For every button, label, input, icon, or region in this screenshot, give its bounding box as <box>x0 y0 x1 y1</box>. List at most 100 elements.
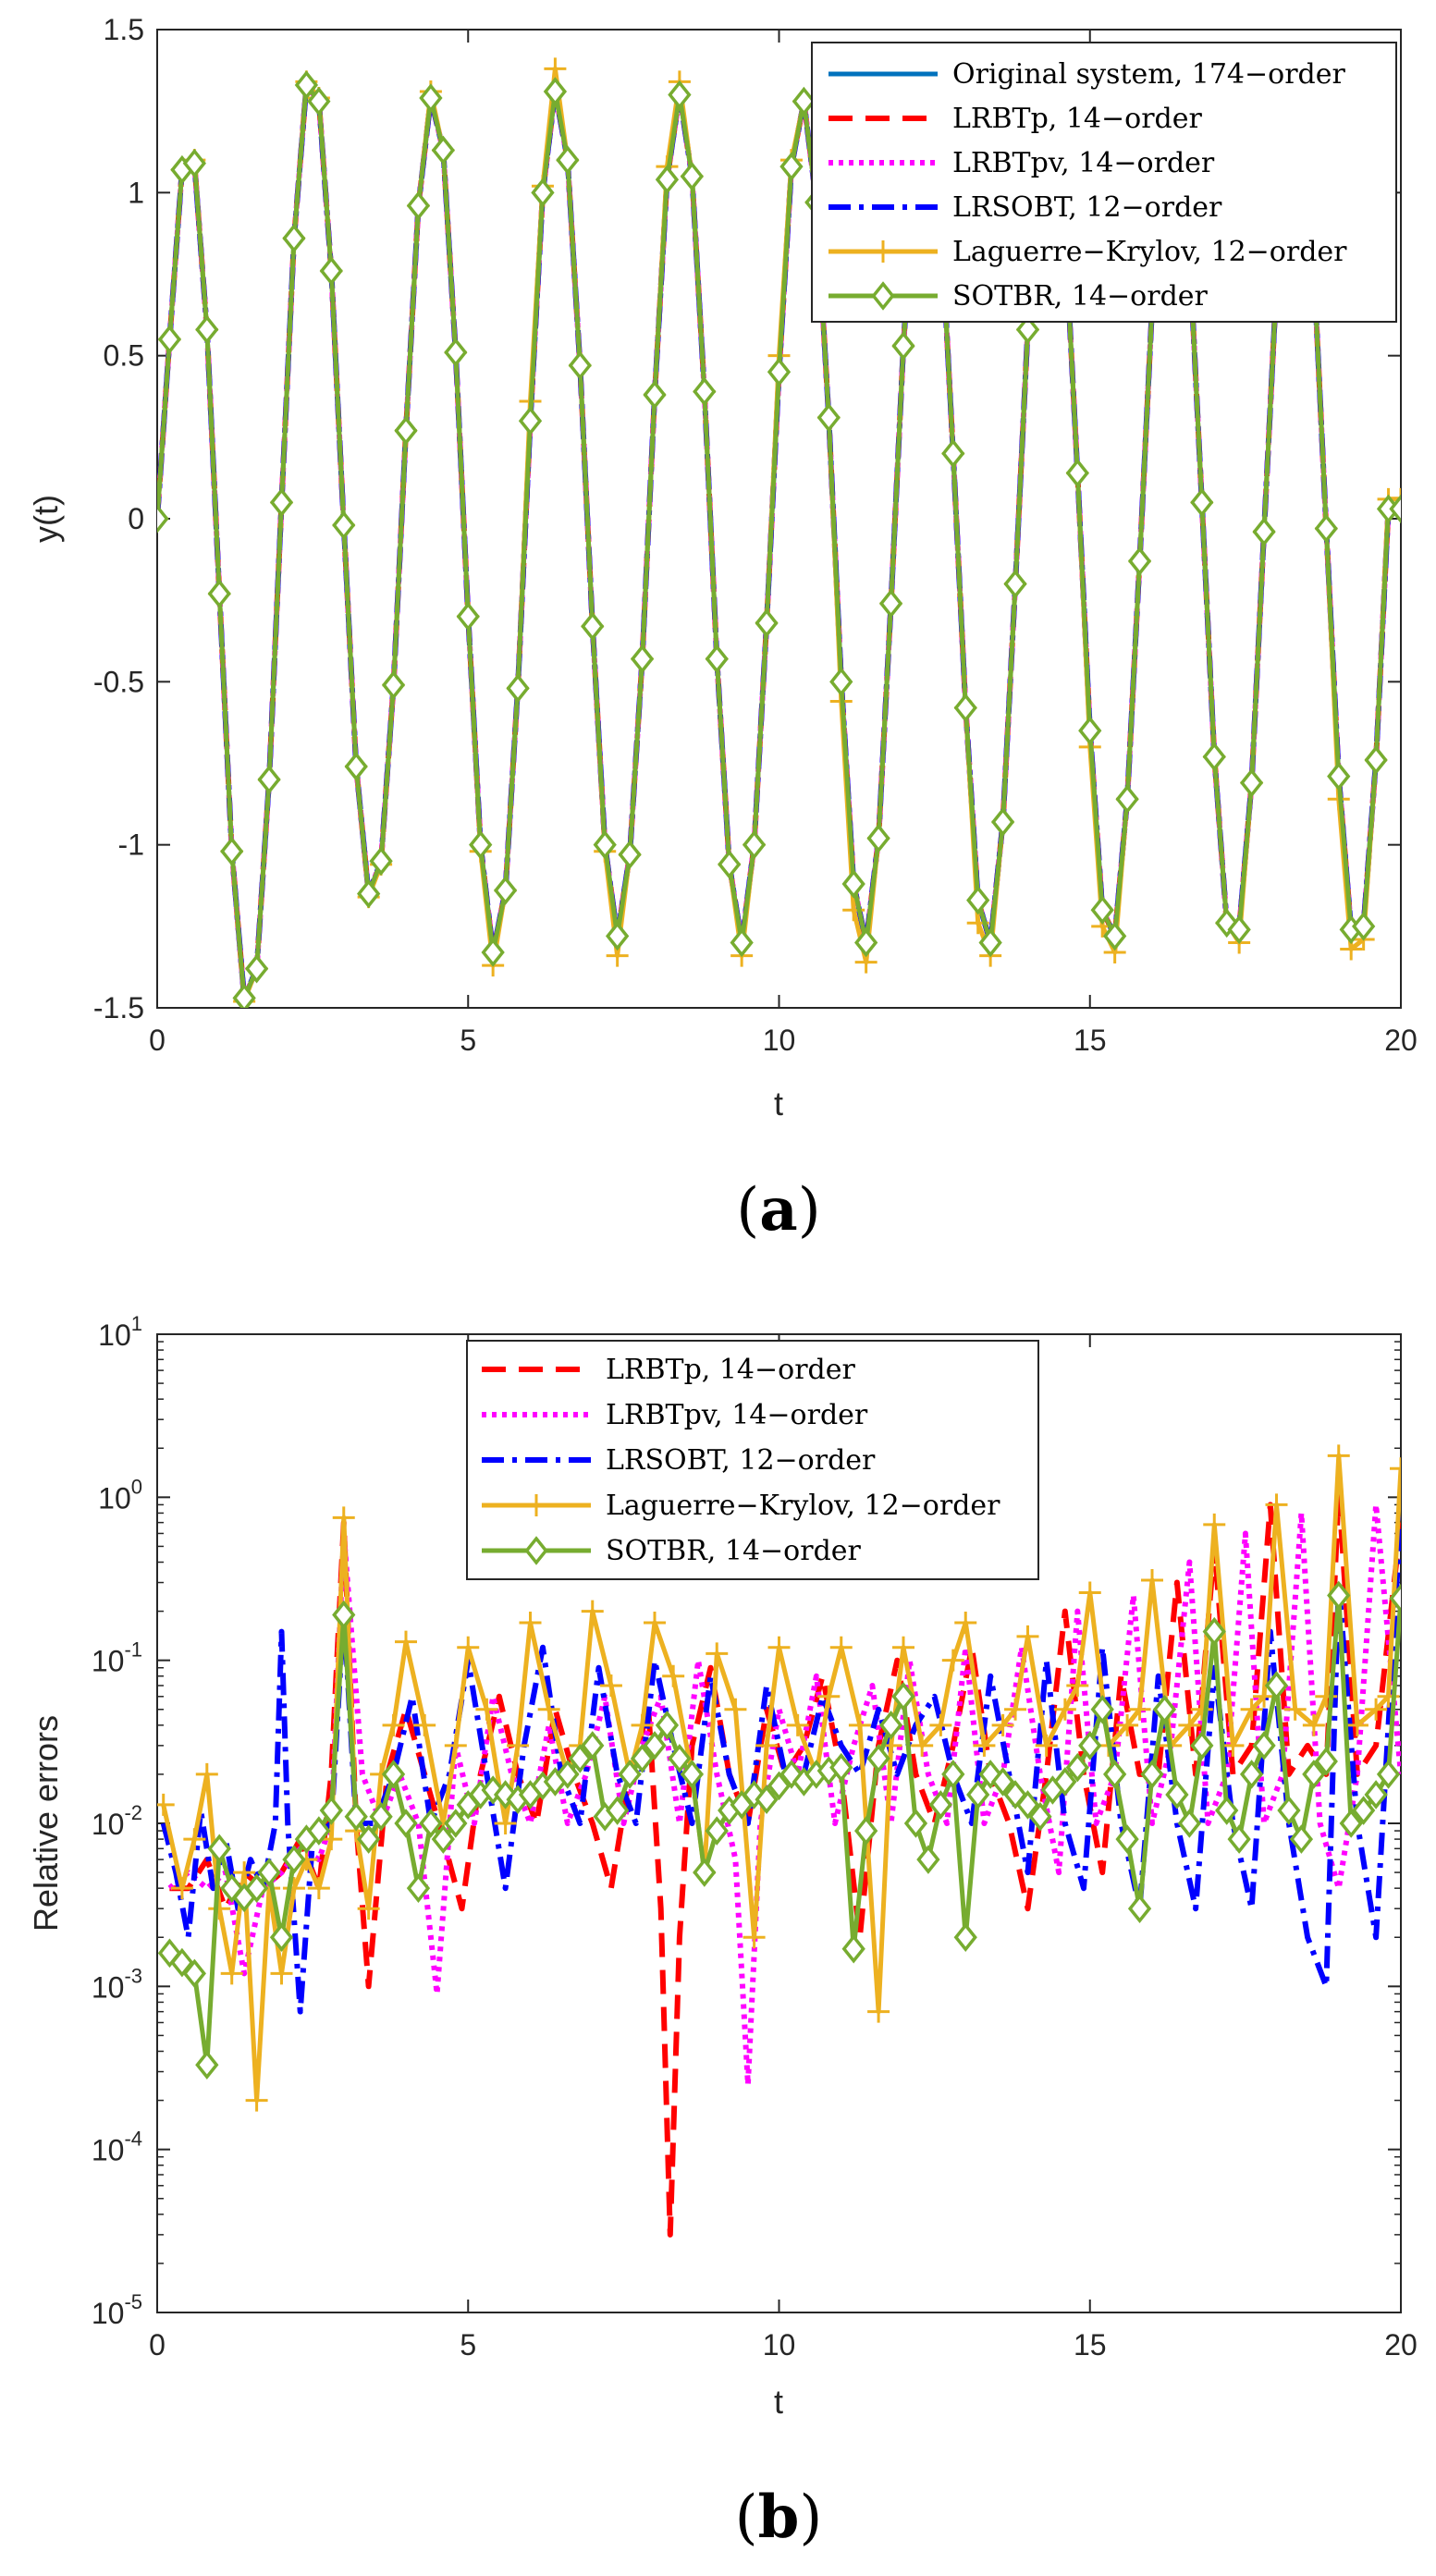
panel-a-series-6-point <box>195 314 219 345</box>
panel-b-series-4-point <box>444 1734 467 1757</box>
panel-b-series-5-point <box>829 1752 853 1783</box>
panel-b-series-5-point <box>257 1858 281 1887</box>
panel-a-y-tick-label: -0.5 <box>93 665 144 698</box>
panel-b-series-4-point <box>1035 1734 1058 1757</box>
panel-a-series-6-point <box>419 83 443 113</box>
panel-b-series-4-point <box>954 1612 977 1635</box>
panel-a-series-6-point <box>1239 767 1264 798</box>
panel-b-series-5-point <box>406 1873 431 1903</box>
panel-a-series-6-point <box>1364 745 1388 775</box>
panel-a-series-6-point <box>829 667 853 697</box>
panel-b-y-tick-label: 10-4 <box>92 2128 142 2167</box>
panel-b-series-line-4 <box>161 1453 1401 2104</box>
panel-b-y-tick-label: 10-3 <box>92 1964 142 2004</box>
panel-b-series-4-point <box>519 1612 542 1635</box>
panel-b-series-4-point <box>1283 1698 1307 1721</box>
panel-b-series-4-point <box>457 1636 480 1659</box>
panel-b-series-4-point <box>245 2089 268 2112</box>
panel-b-series-5-point <box>1314 1747 1338 1776</box>
panel-b-series-4-point <box>220 1962 243 1985</box>
panel-a-x-tick-label: 5 <box>460 1024 476 1057</box>
panel-b-series-5-point <box>1389 1583 1401 1613</box>
panel-b-series-5-point <box>1364 1780 1388 1809</box>
panel-b-series-5-point <box>1152 1694 1177 1724</box>
panel-a-series-6-point <box>630 644 655 674</box>
panel-a-series-6-point <box>1252 517 1276 546</box>
panel-a-series-6-point <box>469 829 493 860</box>
panel-a-series-6-point <box>1065 458 1089 488</box>
panel-b-series-4-point <box>1178 1713 1201 1736</box>
panel-b-series-4-point <box>599 1674 622 1697</box>
panel-b-series-5-point <box>1190 1731 1214 1760</box>
panel-a-series-6-point <box>369 846 393 877</box>
panel-b-y-tick-label: 10-5 <box>92 2290 142 2330</box>
panel-b-caption: (b) <box>735 2483 823 2552</box>
panel-a-series-6-point <box>493 876 518 905</box>
panel-b-series-4-point <box>1078 1581 1101 1604</box>
panel-a-series-6-point <box>866 823 890 853</box>
panel-b-series-4-point <box>270 1962 293 1985</box>
panel-b-series-5-point <box>618 1760 642 1789</box>
panel-b-series-5-point <box>767 1771 792 1801</box>
panel-b-x-tick-label: 20 <box>1384 2328 1418 2361</box>
panel-a-x-tick-label: 0 <box>149 1024 166 1057</box>
panel-b-series-5-point <box>966 1780 990 1809</box>
panel-b-chart: 10-5 10-4 10-3 10-2 10-1 100 101 0 5 10 15 20 Rela… <box>27 1312 1418 2552</box>
panel-a-series-6-point <box>1314 513 1338 544</box>
panel-a-series-6-point <box>1078 716 1102 746</box>
panel-b-y-tick-label: 100 <box>98 1475 142 1515</box>
panel-b-series-5-point <box>269 1922 294 1953</box>
panel-a-y-tick-label: -1.5 <box>93 991 144 1024</box>
panel-b-series-4-point <box>1345 1713 1368 1736</box>
panel-b-series-5-point <box>916 1845 940 1874</box>
panel-b-series-5-point <box>1053 1767 1077 1797</box>
panel-a-series-6-point <box>742 829 767 860</box>
panel-b-series-5-point <box>381 1760 406 1789</box>
panel-b-series-5-point <box>344 1801 368 1832</box>
panel-a-y-tick-label: 1.5 <box>104 13 144 46</box>
panel-a-series-6-point <box>394 415 418 446</box>
panel-a-series-5-point <box>544 57 567 80</box>
panel-a-series-6-point <box>693 376 717 407</box>
panel-b-series-4-point <box>1265 1493 1288 1516</box>
panel-b-series-4-point <box>413 1713 436 1736</box>
panel-a-series-6-point <box>891 331 915 361</box>
panel-a-series-6-point <box>1227 914 1251 945</box>
panel-b-series-4-point <box>1327 1444 1350 1467</box>
panel-a-series-6-point <box>344 752 368 781</box>
panel-b-x-tick-label: 0 <box>149 2328 166 2361</box>
panel-b-series-4-point <box>494 1812 517 1834</box>
panel-a-series-6-point <box>307 86 331 117</box>
panel-a-series-6-point <box>332 510 356 540</box>
panel-a-series-6-point <box>705 644 729 674</box>
panel-b-series-5-point <box>705 1816 729 1846</box>
panel-b-series-4-point <box>507 1734 530 1757</box>
panel-a-series-6-point <box>294 70 319 100</box>
panel-b-legend: LRBTp, 14−order LRBTpv, 14−order LRSOBT, 1… <box>466 1340 1039 1580</box>
panel-b-series-5-point <box>1277 1796 1301 1825</box>
panel-b-series-4-point <box>1253 1685 1276 1708</box>
panel-b-series-5-point <box>668 1744 692 1773</box>
panel-a-y-tick-label: 0.5 <box>104 339 144 373</box>
panel-b-series-5-point <box>903 1809 928 1838</box>
panel-b-series-4-point <box>662 1664 685 1687</box>
panel-b-series-5-point <box>444 1809 468 1838</box>
panel-b-series-4-point <box>382 1713 405 1736</box>
panel-a-y-axis-label: y(t) <box>27 495 65 543</box>
panel-b-series-5-point <box>282 1845 306 1874</box>
panel-a-series-6-point <box>767 357 792 387</box>
panel-b-series-4-point <box>1203 1513 1226 1536</box>
panel-a-series-6-point <box>406 190 431 221</box>
panel-b-series-5-point <box>606 1796 630 1825</box>
panel-b-y-tick-label: 10-2 <box>92 1801 142 1841</box>
panel-a-series-6-point <box>966 885 990 915</box>
panel-a-series-6-point <box>543 77 568 106</box>
panel-b-series-4-point <box>817 1685 841 1708</box>
panel-b-series-5-point <box>182 1958 206 1989</box>
panel-b-series-4-point <box>537 1698 560 1721</box>
panel-b-series-5-point <box>581 1731 605 1760</box>
panel-a-series-6-point <box>456 601 480 632</box>
panel-b-series-5-point <box>1339 1809 1363 1838</box>
panel-a-series-6-point <box>1190 487 1214 518</box>
panel-a-series-6-point <box>1215 908 1239 938</box>
